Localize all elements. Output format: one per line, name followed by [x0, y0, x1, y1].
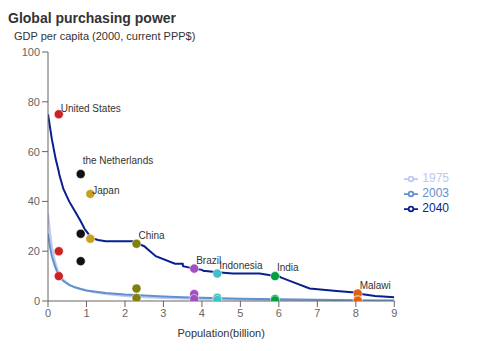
svg-text:9: 9: [391, 307, 397, 319]
html-text:2040: 2040: [422, 200, 449, 215]
svg-text:Japan: Japan: [92, 185, 119, 196]
svg-text:80: 80: [28, 96, 40, 108]
html-text:GDP per capita (2000, current: GDP per capita (2000, current PPP$): [14, 30, 196, 42]
html-text:1975: 1975: [422, 171, 449, 186]
svg-text:Population(billion): Population(billion): [177, 327, 264, 339]
svg-text:Indonesia: Indonesia: [219, 260, 263, 271]
svg-text:5: 5: [237, 307, 243, 319]
svg-text:United States: United States: [61, 103, 121, 114]
svg-text:China: China: [138, 230, 165, 241]
svg-text:60: 60: [28, 146, 40, 158]
svg-text:the Netherlands: the Netherlands: [83, 155, 154, 166]
svg-text:0: 0: [34, 295, 40, 307]
svg-text:8: 8: [353, 307, 359, 319]
svg-text:7: 7: [314, 307, 320, 319]
svg-text:Brazil: Brazil: [196, 255, 221, 266]
svg-text:100: 100: [22, 46, 40, 58]
svg-text:1: 1: [83, 307, 89, 319]
svg-text:4: 4: [199, 307, 205, 319]
svg-text:0: 0: [45, 307, 51, 319]
svg-text:3: 3: [160, 307, 166, 319]
svg-text:2: 2: [122, 307, 128, 319]
svg-text:20: 20: [28, 245, 40, 257]
svg-text:6: 6: [276, 307, 282, 319]
svg-text:Malawi: Malawi: [360, 280, 391, 291]
svg-text:India: India: [277, 262, 299, 273]
svg-text:40: 40: [28, 195, 40, 207]
html-text:Global purchasing power: Global purchasing power: [8, 10, 176, 26]
html-text:2003: 2003: [422, 186, 449, 201]
